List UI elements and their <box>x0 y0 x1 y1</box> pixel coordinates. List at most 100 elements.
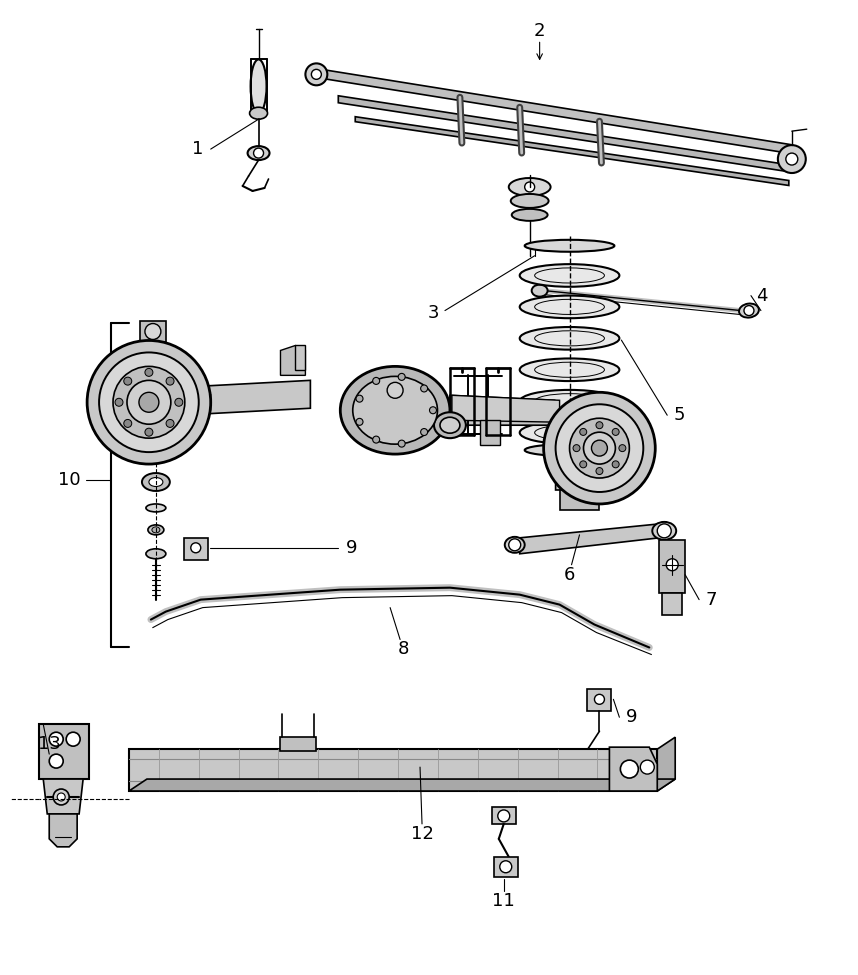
Circle shape <box>356 395 363 402</box>
Ellipse shape <box>250 107 268 119</box>
Ellipse shape <box>146 504 166 512</box>
Circle shape <box>640 760 655 774</box>
Circle shape <box>612 428 619 436</box>
Text: 6: 6 <box>564 566 575 584</box>
Ellipse shape <box>520 295 619 318</box>
Circle shape <box>420 429 427 436</box>
Polygon shape <box>184 538 208 560</box>
Circle shape <box>53 789 69 805</box>
Ellipse shape <box>434 412 466 438</box>
Circle shape <box>139 392 159 412</box>
Circle shape <box>596 422 603 429</box>
Text: 9: 9 <box>346 539 357 557</box>
Circle shape <box>166 419 174 427</box>
Ellipse shape <box>251 59 267 113</box>
Circle shape <box>124 419 132 427</box>
Ellipse shape <box>146 451 166 459</box>
Circle shape <box>387 382 403 399</box>
Circle shape <box>595 694 604 704</box>
Circle shape <box>525 182 535 192</box>
Ellipse shape <box>505 537 525 553</box>
Circle shape <box>175 399 183 407</box>
Ellipse shape <box>248 146 269 160</box>
Polygon shape <box>556 450 614 490</box>
Ellipse shape <box>146 357 166 365</box>
Ellipse shape <box>525 240 614 252</box>
Text: 13: 13 <box>38 735 61 753</box>
Circle shape <box>573 445 580 451</box>
Circle shape <box>509 539 521 551</box>
Circle shape <box>577 751 593 767</box>
Ellipse shape <box>152 526 160 533</box>
Ellipse shape <box>148 427 164 437</box>
Text: 3: 3 <box>427 303 438 322</box>
Circle shape <box>49 732 63 746</box>
Circle shape <box>778 145 806 173</box>
Circle shape <box>430 407 437 413</box>
Circle shape <box>786 153 798 165</box>
Circle shape <box>145 369 153 376</box>
Polygon shape <box>318 69 791 154</box>
Circle shape <box>145 324 160 339</box>
Ellipse shape <box>652 522 676 540</box>
Circle shape <box>254 148 263 158</box>
Ellipse shape <box>152 379 160 385</box>
Ellipse shape <box>520 421 619 444</box>
Ellipse shape <box>341 367 450 454</box>
Circle shape <box>612 461 619 468</box>
Text: 11: 11 <box>492 892 515 910</box>
Polygon shape <box>281 345 305 375</box>
Text: 4: 4 <box>756 287 768 304</box>
Polygon shape <box>281 737 317 751</box>
Circle shape <box>115 399 123 407</box>
Circle shape <box>398 440 405 448</box>
Circle shape <box>57 793 65 801</box>
Polygon shape <box>129 749 657 791</box>
Polygon shape <box>160 380 311 416</box>
Polygon shape <box>588 689 612 712</box>
Ellipse shape <box>145 402 166 413</box>
Polygon shape <box>559 490 600 510</box>
Circle shape <box>190 543 201 553</box>
Circle shape <box>570 418 630 478</box>
Circle shape <box>580 461 587 468</box>
Polygon shape <box>295 345 305 370</box>
Ellipse shape <box>525 445 614 456</box>
Circle shape <box>666 559 678 570</box>
Circle shape <box>145 428 153 436</box>
Circle shape <box>113 367 184 438</box>
Ellipse shape <box>142 473 170 491</box>
Text: 8: 8 <box>397 641 408 658</box>
Polygon shape <box>49 814 77 847</box>
Ellipse shape <box>511 194 548 208</box>
Polygon shape <box>149 394 211 410</box>
Ellipse shape <box>520 264 619 287</box>
Ellipse shape <box>152 429 160 435</box>
Circle shape <box>583 432 615 464</box>
Polygon shape <box>657 737 675 791</box>
Text: 12: 12 <box>411 825 433 842</box>
Polygon shape <box>494 857 517 877</box>
Polygon shape <box>480 420 499 446</box>
Polygon shape <box>452 395 559 422</box>
Ellipse shape <box>148 377 164 387</box>
Circle shape <box>372 377 379 384</box>
Text: 5: 5 <box>674 407 685 424</box>
Polygon shape <box>39 724 89 779</box>
Circle shape <box>657 524 671 538</box>
Circle shape <box>88 340 211 464</box>
Polygon shape <box>129 779 675 791</box>
Text: 10: 10 <box>57 471 81 489</box>
Circle shape <box>619 445 625 451</box>
Circle shape <box>498 810 510 822</box>
Ellipse shape <box>520 359 619 381</box>
Polygon shape <box>338 96 794 173</box>
Polygon shape <box>492 807 516 824</box>
Polygon shape <box>450 395 554 425</box>
Circle shape <box>398 373 405 380</box>
Circle shape <box>311 69 322 79</box>
Ellipse shape <box>520 327 619 350</box>
Polygon shape <box>43 779 83 814</box>
Circle shape <box>556 405 644 492</box>
Circle shape <box>620 760 638 778</box>
